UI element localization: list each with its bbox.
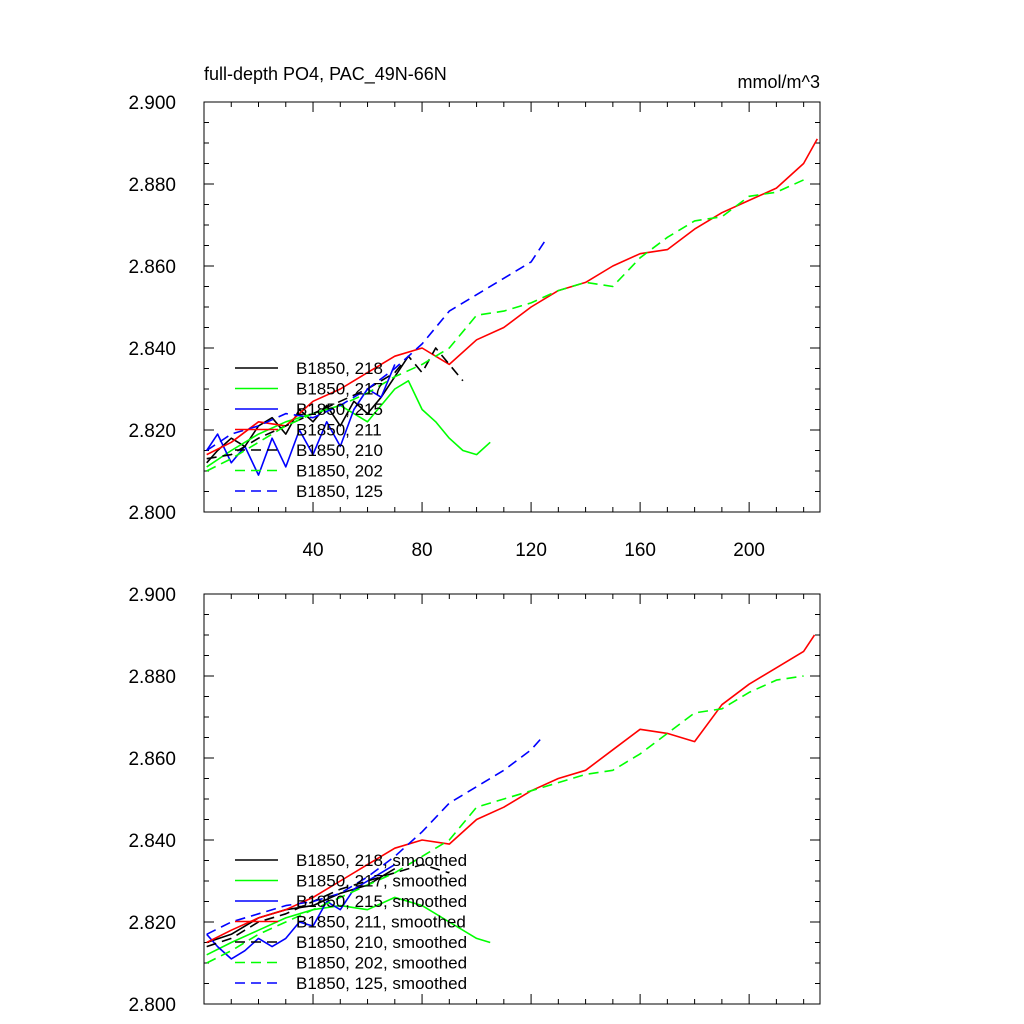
y-tick-label: 2.840: [128, 339, 176, 360]
y-tick-label: 2.860: [128, 749, 176, 770]
y-tick-label: 2.860: [128, 257, 176, 278]
y-tick-label: 2.820: [128, 913, 176, 934]
legend-label: B1850, 125: [296, 482, 383, 501]
series-line-b1850-125-smoothed: [206, 736, 543, 936]
y-tick-label: 2.900: [128, 93, 176, 114]
legend-label: B1850, 202: [296, 462, 383, 481]
legend-label: B1850, 211, smoothed: [296, 913, 466, 932]
series-line-b1850-125: [206, 240, 546, 452]
y-tick-label: 2.900: [128, 585, 176, 606]
series-line-b1850-215: [206, 364, 396, 476]
series-line-b1850-210-smoothed: [206, 863, 450, 948]
series-line-b1850-202-smoothed: [206, 675, 804, 964]
x-tick-label: 40: [302, 540, 323, 561]
units-label: mmol/m^3: [738, 72, 820, 92]
legend-label: B1850, 218, smoothed: [296, 851, 467, 870]
legend-label: B1850, 211: [296, 421, 382, 440]
x-tick-label: 200: [733, 540, 765, 561]
y-tick-label: 2.880: [128, 175, 176, 196]
y-tick-label: 2.840: [128, 831, 176, 852]
x-tick-label: 80: [411, 540, 432, 561]
legend-label: B1850, 202, smoothed: [296, 954, 467, 973]
x-tick-label: 160: [624, 540, 656, 561]
y-tick-label: 2.800: [128, 503, 176, 524]
legend-label: B1850, 215: [296, 400, 383, 419]
legend-label: B1850, 210, smoothed: [296, 933, 467, 952]
series-line-b1850-215-smoothed: [206, 863, 396, 960]
series-line-b1850-211-smoothed: [206, 634, 816, 944]
legend-label: B1850, 218: [296, 359, 383, 378]
legend-label: B1850, 125, smoothed: [296, 974, 467, 993]
series-line-b1850-202: [206, 179, 804, 472]
y-tick-label: 2.800: [128, 995, 176, 1016]
x-tick-label: 120: [515, 540, 547, 561]
top-panel: 2.800 2.820 2.840 2.860 2.880 2.900 40 80 120 160…: [128, 64, 821, 561]
y-tick-label: 2.880: [128, 667, 176, 688]
legend-label: B1850, 215, smoothed: [296, 892, 467, 911]
bottom-panel: 2.800 2.820 2.840 2.860 2.880 2.900 B1850, 218…: [128, 585, 821, 1016]
legend-label: B1850, 210: [296, 441, 383, 460]
legend-label: B1850, 217, smoothed: [296, 872, 467, 891]
legend-label: B1850, 217: [296, 380, 383, 399]
series-line-b1850-211: [206, 138, 818, 456]
series-line-b1850-217-smoothed: [206, 896, 491, 956]
chart-title: full-depth PO4, PAC_49N-66N: [204, 64, 447, 85]
y-tick-label: 2.820: [128, 421, 176, 442]
